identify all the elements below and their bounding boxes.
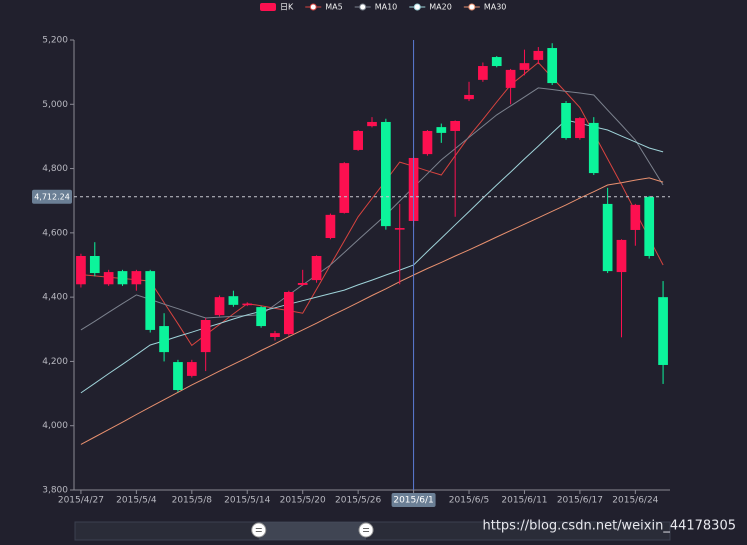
legend-label: MA20 [429, 3, 452, 12]
candle-body [297, 283, 308, 285]
x-tick-label: 2015/6/11 [501, 496, 547, 506]
pointer-y-label-bg [32, 189, 72, 204]
legend-label: MA5 [325, 3, 342, 12]
y-tick-label: 3,800 [42, 486, 68, 496]
candle-body [422, 130, 433, 155]
candle-body [145, 271, 156, 330]
candle-body [214, 297, 225, 316]
x-tick-label: 2015/5/26 [335, 496, 381, 506]
ma-line [80, 177, 664, 445]
watermark: https://blog.csdn.net/weixin_44178305 [482, 519, 736, 534]
x-tick-label: 2015/5/14 [224, 496, 270, 506]
pointer-x-label-bg [391, 493, 436, 507]
candle-body [630, 204, 641, 230]
y-tick-label: 4,200 [42, 357, 68, 367]
ma-line [80, 87, 664, 331]
legend: 日K MA5 MA10 MA20 MA30 [260, 3, 506, 12]
candle-body [325, 214, 336, 238]
candle-body [270, 333, 280, 337]
x-tick-label: 2015/6/17 [557, 496, 603, 506]
candle-body [311, 256, 322, 281]
candle-body [575, 118, 585, 139]
legend-swatch [359, 3, 367, 11]
candle-body [547, 48, 558, 84]
x-tick-label: 2015/4/27 [58, 496, 104, 506]
candle-body [367, 121, 377, 127]
x-tick-label: 2015/6/1 [393, 496, 433, 506]
candle-body [228, 296, 239, 305]
candle-body [159, 326, 169, 353]
candle-body [200, 319, 211, 353]
candle-body [117, 271, 128, 285]
legend-label: MA10 [375, 3, 398, 12]
zoom-handle[interactable] [358, 522, 374, 538]
y-tick-label: 4,400 [42, 293, 68, 303]
candle-body [602, 203, 613, 272]
candle-body [242, 303, 253, 306]
candle-body [658, 297, 668, 365]
legend-swatch [413, 3, 421, 11]
x-tick-label: 2015/6/24 [612, 496, 658, 506]
legend-label: 日K [280, 3, 294, 12]
candle-body [588, 122, 599, 174]
zoom-handle[interactable] [251, 522, 267, 538]
ma-line [80, 61, 664, 347]
candle-body [491, 57, 502, 67]
legend-swatch [309, 3, 317, 11]
legend-swatch [468, 3, 476, 11]
y-tick-label: 5,200 [42, 36, 68, 46]
legend-swatch [260, 3, 276, 11]
candle-body [450, 121, 461, 131]
y-tick-label: 4,000 [42, 421, 68, 431]
candle-body [644, 196, 655, 256]
candle-body [283, 292, 294, 335]
candle-body [519, 63, 530, 70]
candle-body [186, 362, 197, 376]
candle-body [173, 362, 183, 391]
candle-body [89, 256, 100, 274]
x-tick-label: 2015/5/20 [280, 496, 326, 506]
candle-body [381, 121, 391, 227]
x-tick-label: 2015/5/8 [172, 496, 213, 506]
x-tick-label: 2015/6/5 [449, 496, 489, 506]
candle-body [533, 50, 544, 60]
candle-body [339, 163, 350, 213]
candle-body [505, 69, 516, 88]
legend-label: MA30 [484, 3, 507, 12]
pointer-y-label: 4,712.24 [34, 192, 70, 201]
candle-body [131, 271, 142, 285]
candle-body [256, 307, 266, 327]
candle-body [353, 130, 363, 150]
y-tick-label: 4,800 [42, 164, 68, 174]
candle-body [478, 66, 488, 80]
candle-body [561, 103, 571, 139]
candle-body [394, 228, 405, 230]
candle-body [76, 256, 86, 285]
candle-body [103, 272, 114, 285]
y-tick-label: 5,000 [42, 100, 68, 110]
zoom-window [258, 522, 367, 540]
candle-body [464, 94, 474, 100]
candle-body [436, 127, 447, 133]
y-tick-label: 4,600 [42, 228, 68, 238]
candle-body [616, 239, 627, 273]
x-tick-label: 2015/5/4 [116, 496, 157, 506]
